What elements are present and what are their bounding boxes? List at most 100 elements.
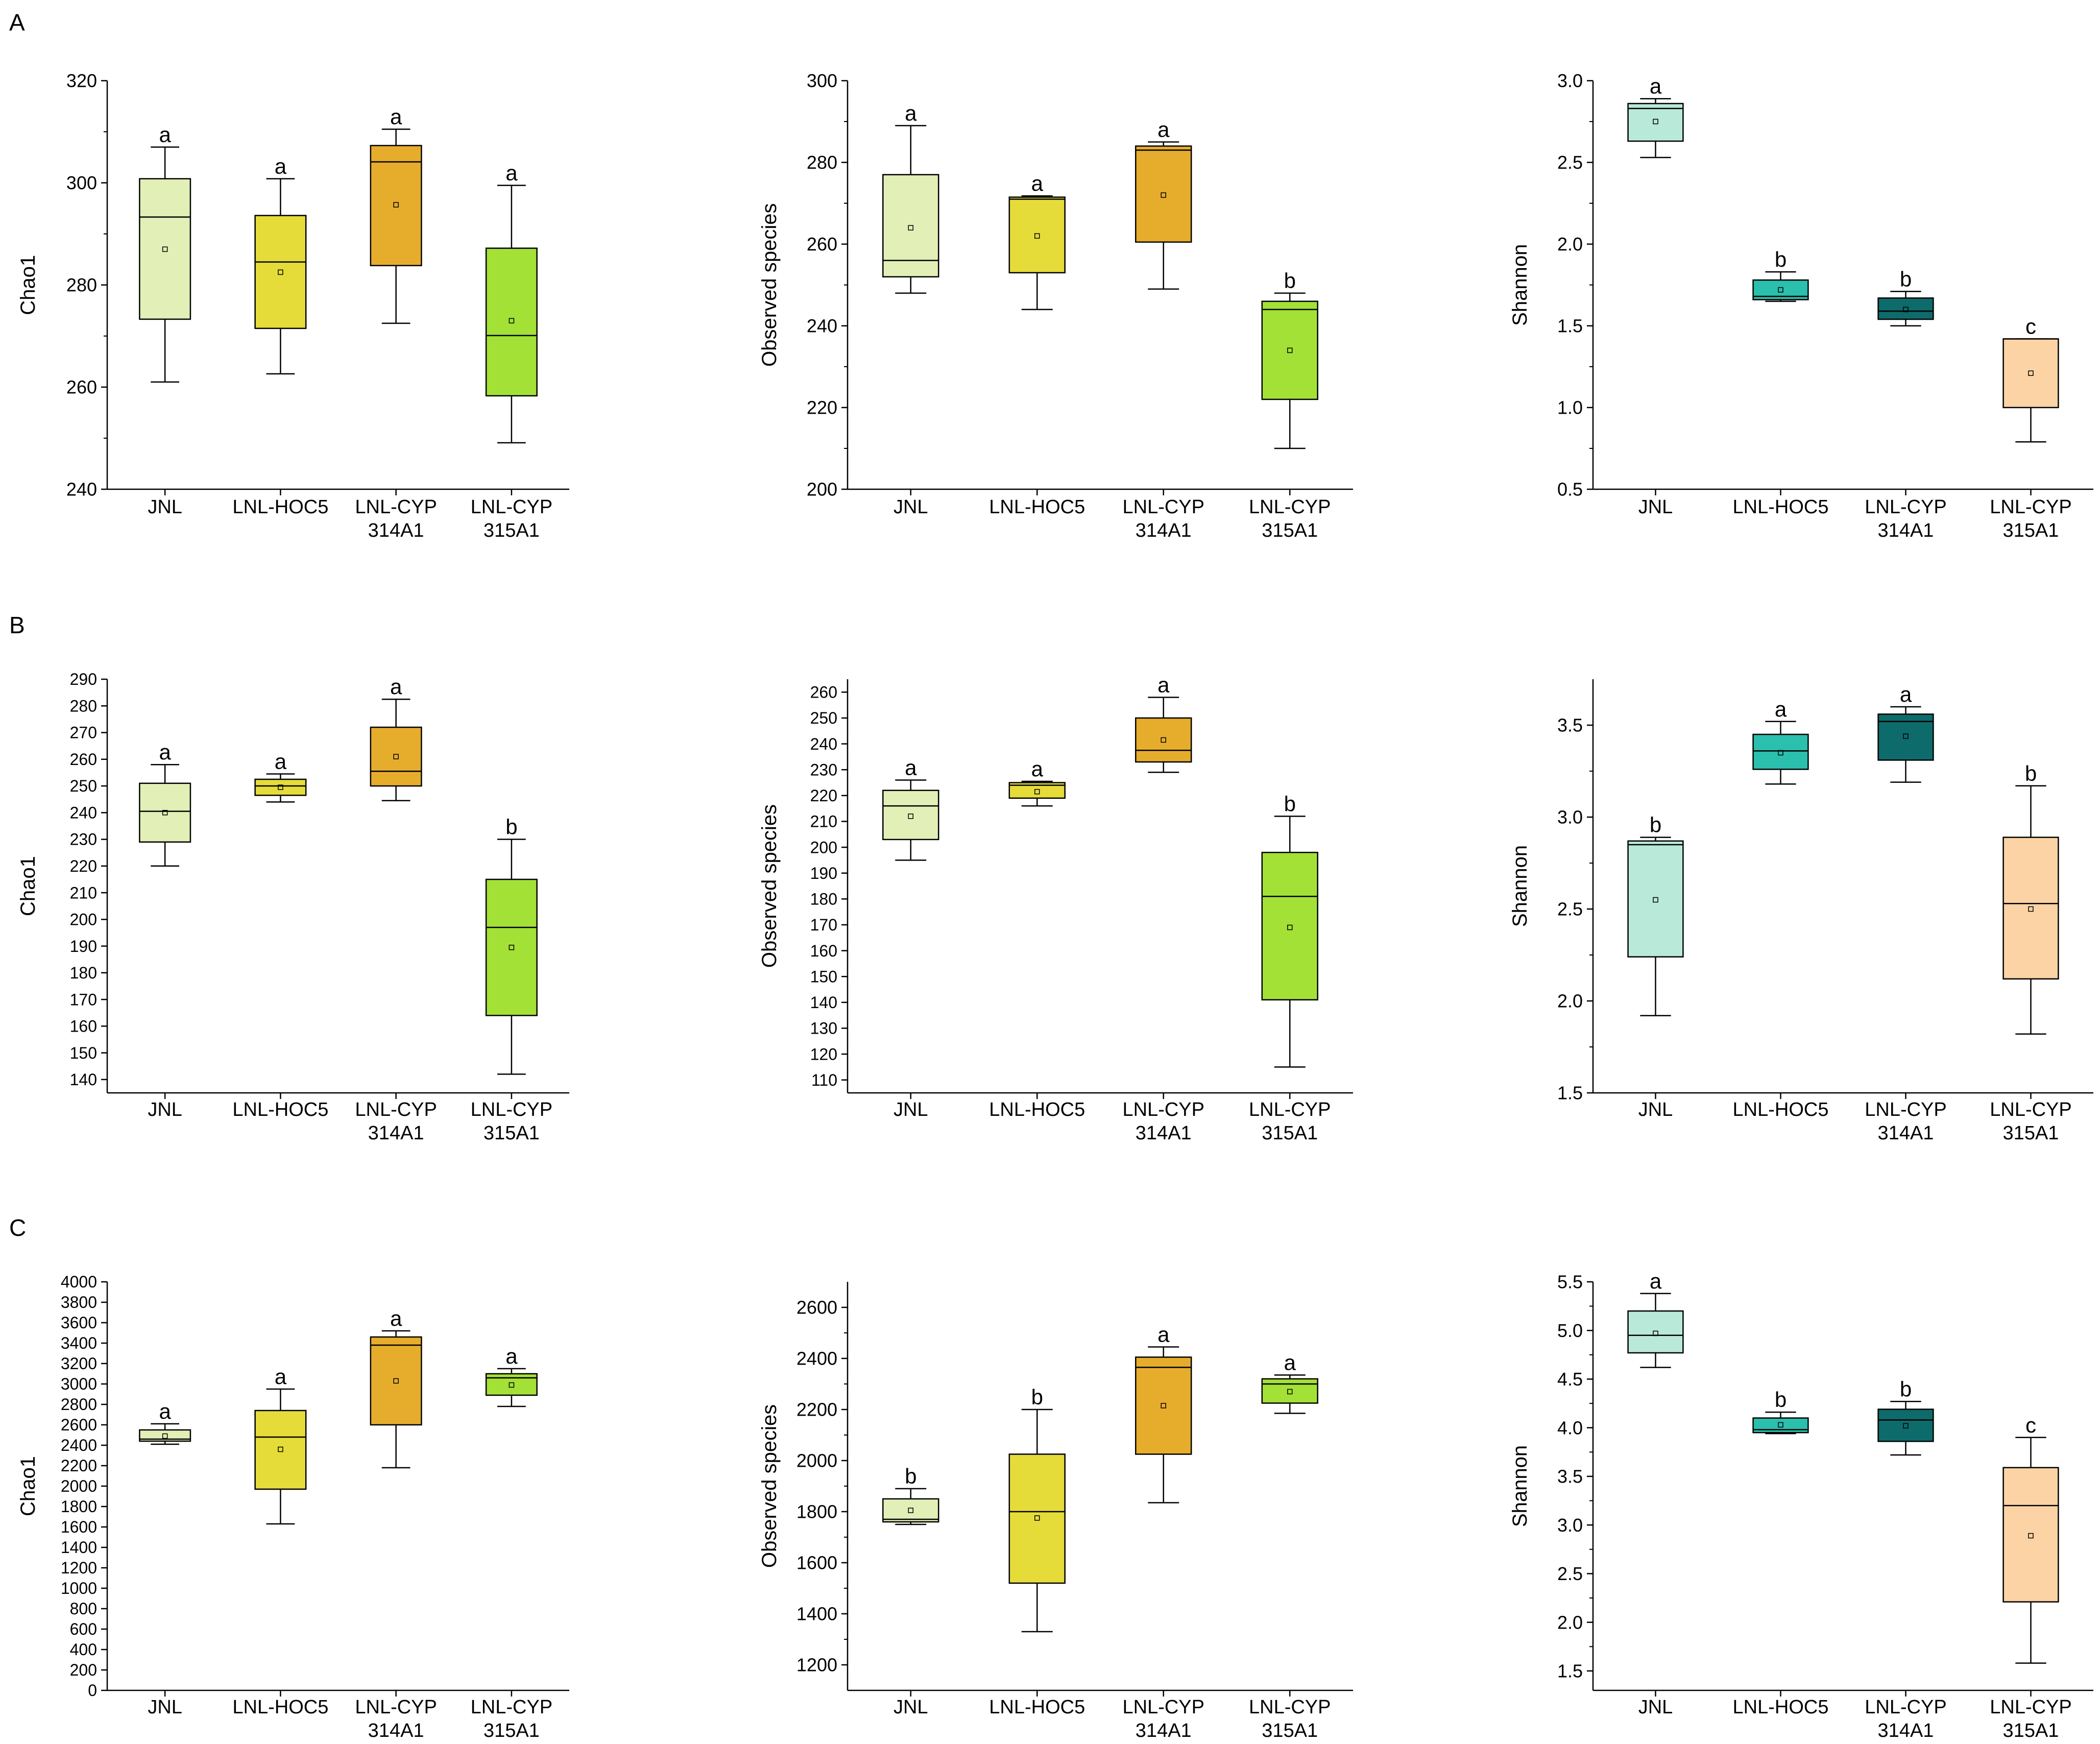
y-tick-label: 210: [70, 883, 97, 902]
y-tick-label: 600: [70, 1620, 97, 1638]
x-tick-label: 314A1: [1136, 1122, 1192, 1144]
y-tick-label: 280: [70, 697, 97, 715]
box-iqr: [1627, 103, 1684, 142]
y-tick-label: 1600: [796, 1552, 837, 1573]
box-mean-marker: [509, 1382, 515, 1388]
y-tick-label: 800: [70, 1599, 97, 1618]
box-iqr: [139, 782, 191, 843]
y-tick-label: 240: [66, 479, 97, 500]
box-iqr: [254, 214, 307, 329]
y-tick-label: 280: [807, 152, 837, 173]
y-tick-label: 140: [810, 993, 837, 1012]
box-iqr: [1135, 1356, 1192, 1455]
x-tick-label: JNL: [1638, 1099, 1673, 1120]
box-iqr: [485, 247, 538, 397]
x-tick-label: 314A1: [368, 520, 424, 541]
y-axis-label: Chao1: [17, 1456, 39, 1516]
box-mean-marker: [1287, 347, 1293, 353]
x-tick-label: LNL-CYP: [355, 1099, 437, 1120]
y-axis-label: Chao1: [17, 255, 39, 315]
box-iqr: [139, 178, 191, 320]
significance-letter: b: [1775, 1388, 1787, 1412]
box-iqr: [2002, 1467, 2059, 1603]
y-tick-label: 4000: [61, 1273, 97, 1291]
x-tick-label: LNL-HOC5: [989, 1099, 1085, 1120]
box-iqr: [2002, 837, 2059, 980]
box-iqr: [370, 145, 422, 267]
x-tick-label: LNL-CYP: [1123, 496, 1205, 518]
y-tick-label: 3.5: [1557, 1466, 1583, 1487]
box-mean-marker: [278, 1446, 283, 1452]
box-iqr: [1627, 840, 1684, 958]
y-tick-label: 200: [807, 479, 837, 500]
significance-letter: c: [2025, 1413, 2036, 1437]
x-tick-label: LNL-CYP: [1249, 496, 1331, 518]
x-tick-label: 314A1: [1136, 1720, 1192, 1741]
box-mean-marker: [162, 1433, 168, 1439]
significance-letter: a: [505, 161, 518, 185]
y-tick-label: 2400: [61, 1436, 97, 1454]
y-tick-label: 240: [70, 803, 97, 822]
y-tick-label: 0: [88, 1681, 97, 1700]
box-mean-marker: [162, 246, 168, 252]
x-tick-label: LNL-CYP: [1249, 1099, 1331, 1120]
significance-letter: b: [1284, 269, 1296, 293]
significance-letter: b: [1775, 247, 1787, 271]
x-tick-label: 315A1: [1262, 1122, 1318, 1144]
box-mean-marker: [278, 784, 283, 790]
box-mean-marker: [1778, 287, 1783, 293]
x-tick-label: LNL-CYP: [355, 1697, 437, 1718]
box-iqr: [254, 1409, 307, 1490]
y-tick-label: 170: [810, 916, 837, 934]
box-iqr: [1261, 851, 1318, 1000]
y-tick-label: 230: [70, 830, 97, 849]
y-tick-label: 190: [70, 937, 97, 955]
box-mean-marker: [2028, 906, 2034, 912]
x-tick-label: 314A1: [1878, 520, 1934, 541]
x-tick-label: 315A1: [2003, 1720, 2059, 1741]
y-tick-label: 200: [70, 1661, 97, 1679]
box-mean-marker: [908, 225, 913, 231]
y-tick-label: 180: [810, 890, 837, 909]
y-tick-label: 400: [70, 1640, 97, 1659]
x-tick-label: JNL: [894, 1697, 928, 1718]
box-mean-marker: [1034, 789, 1040, 795]
significance-letter: b: [2025, 761, 2037, 785]
significance-letter: c: [2025, 315, 2036, 339]
y-tick-label: 1400: [796, 1604, 837, 1624]
x-tick-label: LNL-CYP: [355, 496, 437, 518]
box-mean-marker: [393, 754, 399, 759]
x-tick-label: LNL-CYP: [1123, 1099, 1205, 1120]
x-tick-label: JNL: [1638, 1697, 1673, 1718]
significance-letter: b: [905, 1464, 916, 1488]
y-tick-label: 150: [810, 967, 837, 986]
significance-letter: a: [905, 755, 917, 779]
box-iqr: [1008, 1453, 1066, 1584]
x-tick-label: 315A1: [1262, 1720, 1318, 1741]
box-iqr: [1135, 717, 1192, 763]
box-mean-marker: [2028, 1533, 2034, 1539]
y-tick-label: 3600: [61, 1313, 97, 1332]
box-mean-marker: [509, 944, 515, 950]
significance-letter: a: [275, 1365, 287, 1389]
box-mean-marker: [1034, 233, 1040, 239]
y-tick-label: 3.0: [1557, 807, 1583, 828]
x-tick-label: JNL: [148, 496, 182, 518]
y-tick-label: 1800: [796, 1501, 837, 1522]
y-axis-label: Observed species: [758, 1404, 781, 1568]
significance-letter: a: [390, 1306, 402, 1330]
y-tick-label: 220: [70, 857, 97, 875]
y-tick-label: 250: [810, 709, 837, 727]
y-tick-label: 3400: [61, 1334, 97, 1352]
y-tick-label: 180: [70, 964, 97, 982]
y-tick-label: 190: [810, 864, 837, 882]
y-tick-label: 2600: [61, 1416, 97, 1434]
x-tick-label: JNL: [148, 1697, 182, 1718]
y-tick-label: 1.5: [1557, 1083, 1583, 1104]
box-iqr: [882, 790, 939, 841]
y-tick-label: 220: [810, 786, 837, 805]
y-tick-label: 230: [810, 760, 837, 779]
significance-letter: a: [159, 123, 171, 147]
significance-letter: b: [1031, 1385, 1043, 1409]
x-tick-label: LNL-CYP: [1990, 1697, 2072, 1718]
